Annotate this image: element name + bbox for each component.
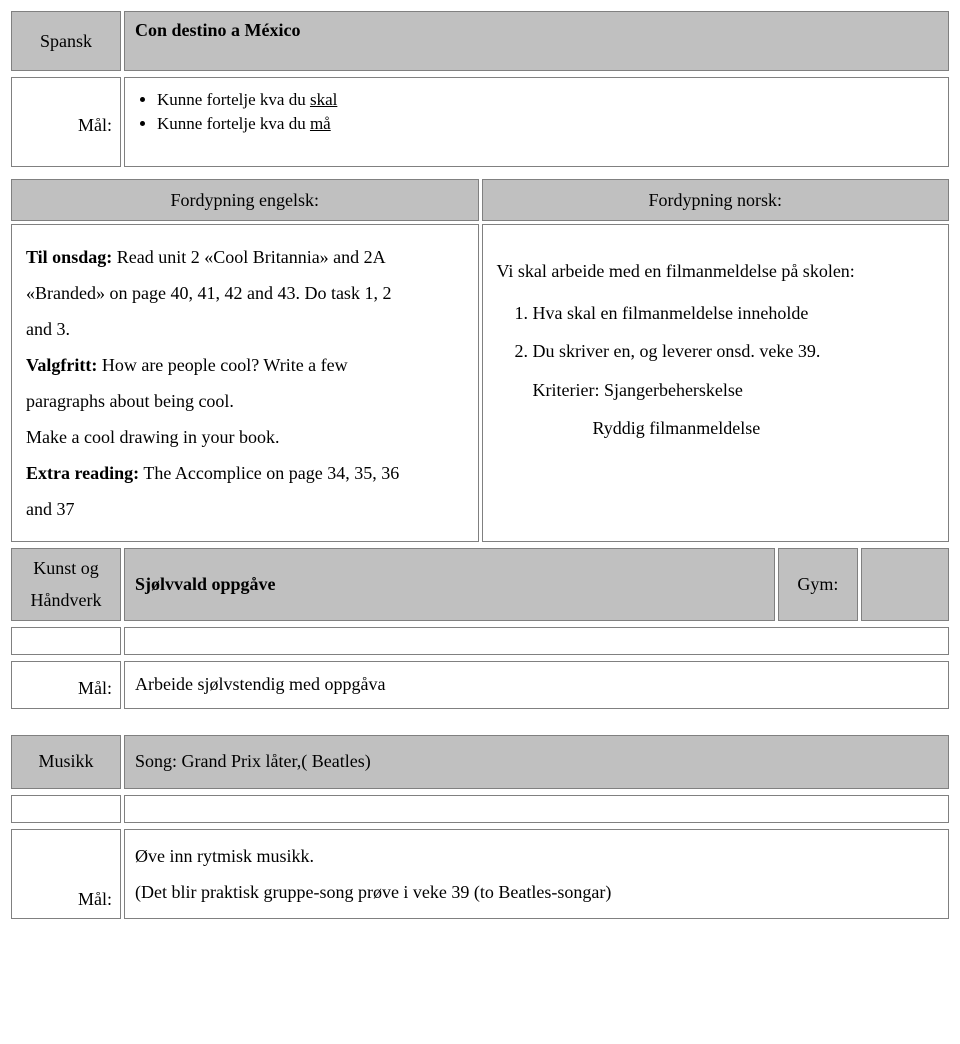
fordypning-norsk-body: Vi skal arbeide med en filmanmeldelse på…	[482, 224, 950, 542]
kunst-label-cell: Kunst og Håndverk	[11, 548, 121, 621]
musikk-mal-line1: Øve inn rytmisk musikk.	[135, 838, 938, 874]
musikk-mal-table: Mål: Øve inn rytmisk musikk. (Det blir p…	[8, 826, 952, 922]
musikk-title-table: Musikk Song: Grand Prix låter,( Beatles)	[8, 732, 952, 792]
spansk-label: Spansk	[40, 31, 92, 51]
norsk-list: Hva skal en filmanmeldelse inneholde Du …	[497, 297, 935, 445]
musikk-text: Song: Grand Prix låter,( Beatles)	[135, 751, 371, 771]
goal2-word: må	[310, 114, 331, 133]
mal-arbeide-label: Mål:	[78, 678, 112, 698]
norsk-intro: Vi skal arbeide med en filmanmeldelse på…	[497, 253, 935, 289]
spansk-mal-label: Mål:	[78, 115, 112, 135]
gym-label-cell: Gym:	[778, 548, 858, 621]
empty-right	[124, 627, 949, 655]
musikk-label-cell: Musikk	[11, 735, 121, 789]
eng-line6: Make a cool drawing in your book.	[26, 419, 464, 455]
spansk-title-table: Spansk Con destino a México	[8, 8, 952, 74]
eng-line1: Til onsdag: Read unit 2 «Cool Britannia»…	[26, 239, 464, 275]
fordypning-table: Fordypning engelsk: Fordypning norsk: Ti…	[8, 176, 952, 545]
goal2-prefix: Kunne fortelje kva du	[157, 114, 310, 133]
mal-arbeide-text-cell: Arbeide sjølvstendig med oppgåva	[124, 661, 949, 709]
norsk-li3: Kriterier: Sjangerbeherskelse	[533, 374, 935, 406]
kunst-label1: Kunst og	[18, 552, 114, 584]
musikk-mal-label: Mål:	[78, 889, 112, 909]
eng-line2: «Branded» on page 40, 41, 42 and 43. Do …	[26, 275, 464, 311]
goal1-prefix: Kunne fortelje kva du	[157, 90, 310, 109]
gym-empty-cell	[861, 548, 949, 621]
musikk-mal-label-cell: Mål:	[11, 829, 121, 919]
spansk-title: Con destino a México	[135, 20, 301, 40]
eng-l4a: Valgfritt:	[26, 355, 97, 375]
spansk-mal-content: Kunne fortelje kva du skal Kunne fortelj…	[124, 77, 949, 167]
eng-line4: Valgfritt: How are people cool? Write a …	[26, 347, 464, 383]
kunst-text: Sjølvvald oppgåve	[135, 574, 276, 594]
fordypning-norsk-label: Fordypning norsk:	[648, 190, 782, 210]
norsk-li2-text: Du skriver en, og leverer onsd. veke 39.	[533, 341, 821, 361]
eng-l1b: Read unit 2 «Cool Britannia» and 2A	[112, 247, 385, 267]
empty-row-table	[8, 624, 952, 658]
eng-line3: and 3.	[26, 311, 464, 347]
spansk-goals-list: Kunne fortelje kva du skal Kunne fortelj…	[135, 90, 938, 134]
gym-label: Gym:	[797, 574, 838, 594]
musikk-label: Musikk	[38, 751, 93, 771]
spansk-mal-label-cell: Mål:	[11, 77, 121, 167]
mal-arbeide-label-cell: Mål:	[11, 661, 121, 709]
musikk-mal-line2: (Det blir praktisk gruppe-song prøve i v…	[135, 874, 938, 910]
musikk-empty-left	[11, 795, 121, 823]
musikk-text-cell: Song: Grand Prix låter,( Beatles)	[124, 735, 949, 789]
kunst-label2: Håndverk	[18, 584, 114, 616]
goal1-word: skal	[310, 90, 337, 109]
eng-l1a: Til onsdag:	[26, 247, 112, 267]
mal-arbeide-table: Mål: Arbeide sjølvstendig med oppgåva	[8, 658, 952, 712]
mal-arbeide-text: Arbeide sjølvstendig med oppgåva	[135, 674, 385, 694]
spansk-label-cell: Spansk	[11, 11, 121, 71]
musikk-mal-text-cell: Øve inn rytmisk musikk. (Det blir prakti…	[124, 829, 949, 919]
spansk-goal-2: Kunne fortelje kva du må	[157, 114, 938, 134]
musikk-empty-table	[8, 792, 952, 826]
spansk-title-cell: Con destino a México	[124, 11, 949, 71]
eng-l7a: Extra reading:	[26, 463, 139, 483]
musikk-empty-right	[124, 795, 949, 823]
norsk-li2: Du skriver en, og leverer onsd. veke 39.…	[533, 335, 935, 444]
eng-l4b: How are people cool? Write a few	[97, 355, 347, 375]
kunst-text-cell: Sjølvvald oppgåve	[124, 548, 775, 621]
fordypning-norsk-header: Fordypning norsk:	[482, 179, 950, 221]
fordypning-eng-body: Til onsdag: Read unit 2 «Cool Britannia»…	[11, 224, 479, 542]
eng-line5: paragraphs about being cool.	[26, 383, 464, 419]
empty-left	[11, 627, 121, 655]
spansk-mal-table: Mål: Kunne fortelje kva du skal Kunne fo…	[8, 74, 952, 170]
spansk-goal-1: Kunne fortelje kva du skal	[157, 90, 938, 110]
norsk-li4: Ryddig filmanmeldelse	[533, 412, 935, 444]
eng-line7: Extra reading: The Accomplice on page 34…	[26, 455, 464, 491]
kunst-gym-table: Kunst og Håndverk Sjølvvald oppgåve Gym:	[8, 545, 952, 624]
eng-line8: and 37	[26, 491, 464, 527]
fordypning-eng-header: Fordypning engelsk:	[11, 179, 479, 221]
fordypning-eng-label: Fordypning engelsk:	[171, 190, 320, 210]
eng-l7b: The Accomplice on page 34, 35, 36	[139, 463, 399, 483]
norsk-li1: Hva skal en filmanmeldelse inneholde	[533, 297, 935, 329]
